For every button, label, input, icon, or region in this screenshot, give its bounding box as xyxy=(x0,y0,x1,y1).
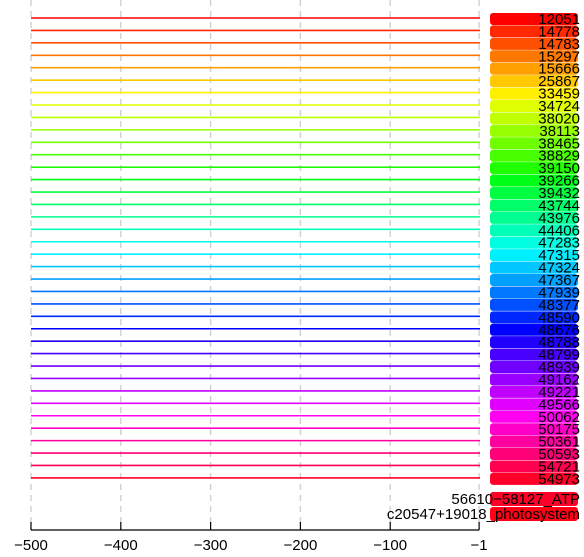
x-tick-label: −100 xyxy=(373,537,407,554)
row-label: 47939 xyxy=(538,284,580,301)
row-label: 48799 xyxy=(538,347,580,364)
label-marker xyxy=(490,224,578,237)
label-marker xyxy=(490,348,578,361)
row-label: 33459 xyxy=(538,86,580,103)
row-label: 12051 xyxy=(538,11,580,28)
row-label: 49162 xyxy=(538,371,580,388)
label-marker xyxy=(490,187,578,200)
row-label: 39150 xyxy=(538,160,580,177)
row-label: 43744 xyxy=(538,197,580,214)
label-marker xyxy=(490,149,578,162)
label-marker xyxy=(490,435,578,448)
label-marker xyxy=(490,323,578,336)
row-label: 15666 xyxy=(538,61,580,78)
row-label: 44406 xyxy=(538,222,580,239)
footer-marker xyxy=(490,507,578,521)
label-marker xyxy=(490,75,578,88)
x-tick-label: −500 xyxy=(14,537,48,554)
row-label: 14783 xyxy=(538,36,580,53)
row-label: 25867 xyxy=(538,73,580,90)
label-marker xyxy=(490,410,578,423)
row-label: 48788 xyxy=(538,334,580,351)
row-label: 54973 xyxy=(538,471,580,488)
label-marker xyxy=(490,361,578,374)
row-label: 50361 xyxy=(538,434,580,451)
label-marker xyxy=(490,162,578,175)
label-marker xyxy=(490,137,578,150)
row-label: 47367 xyxy=(538,272,580,289)
row-label: 39432 xyxy=(538,185,580,202)
row-label: 43976 xyxy=(538,210,580,227)
row-label: 49221 xyxy=(538,384,580,401)
row-label: 50175 xyxy=(538,421,580,438)
row-label: 54721 xyxy=(538,458,580,475)
x-axis: −500 −400 −300 −200 −100 −1 xyxy=(14,522,488,554)
row-label: 15297 xyxy=(538,48,580,65)
row-label: 34724 xyxy=(538,98,580,115)
footer-marker xyxy=(490,492,578,506)
label-marker xyxy=(490,236,578,249)
row-label: 50062 xyxy=(538,409,580,426)
row-label: 48676 xyxy=(538,322,580,339)
label-marker xyxy=(490,249,578,262)
x-tick-label: −400 xyxy=(104,537,138,554)
bars xyxy=(31,17,480,479)
label-marker xyxy=(490,274,578,287)
label-marker xyxy=(490,336,578,349)
label-marker xyxy=(490,174,578,187)
footer-label: c20547+19018_photosystem xyxy=(387,506,580,523)
x-tick-label: −1 xyxy=(471,537,488,554)
label-marker xyxy=(490,13,578,25)
row-label: 38113 xyxy=(539,123,580,140)
label-marker xyxy=(490,124,578,137)
label-marker xyxy=(490,373,578,386)
label-marker xyxy=(490,261,578,274)
label-marker xyxy=(490,37,578,50)
row-label: 48377 xyxy=(538,297,580,314)
row-label: 38020 xyxy=(538,110,580,127)
x-tick-label: −200 xyxy=(284,537,318,554)
row-label: 48590 xyxy=(538,309,580,326)
label-marker xyxy=(490,423,578,436)
row-label: 38465 xyxy=(538,135,580,152)
label-marker xyxy=(490,472,578,485)
row-labels: 1205114778147831529715666258673345934724… xyxy=(538,11,580,488)
label-marker xyxy=(490,100,578,113)
row-label: 47315 xyxy=(538,247,580,264)
row-label: 48939 xyxy=(538,359,580,376)
row-label-markers xyxy=(490,13,578,485)
label-marker xyxy=(490,211,578,224)
label-marker xyxy=(490,311,578,324)
row-label: 38829 xyxy=(538,148,580,165)
row-label: 47283 xyxy=(538,235,580,252)
label-marker xyxy=(490,448,578,461)
row-label: 47324 xyxy=(538,260,580,277)
row-label: 14778 xyxy=(538,23,580,40)
grid-lines xyxy=(30,0,480,530)
row-label: 50593 xyxy=(538,446,580,463)
label-marker xyxy=(490,385,578,398)
label-marker xyxy=(490,112,578,125)
label-marker xyxy=(490,50,578,63)
row-label: 49566 xyxy=(538,396,580,413)
label-marker xyxy=(490,460,578,473)
label-marker xyxy=(490,286,578,299)
label-marker xyxy=(490,298,578,311)
label-marker xyxy=(490,62,578,75)
label-marker xyxy=(490,199,578,212)
label-marker xyxy=(490,398,578,411)
footer-label: 56610−58127_ATP xyxy=(451,491,580,508)
label-marker xyxy=(490,87,578,100)
label-marker xyxy=(490,25,578,38)
row-label: 39266 xyxy=(538,173,580,190)
x-tick-label: −300 xyxy=(194,537,228,554)
